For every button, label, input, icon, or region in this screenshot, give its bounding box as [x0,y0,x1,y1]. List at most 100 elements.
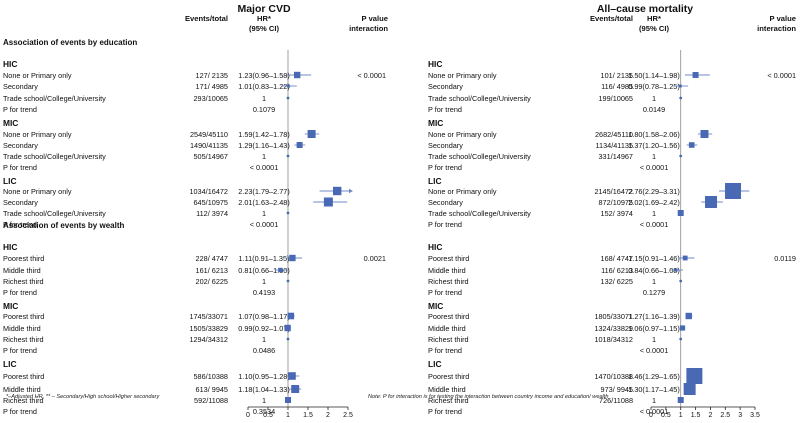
x-tick-label: 0.5 [263,412,273,419]
x-tick-label: 1.5 [303,412,313,419]
row-label: Poorest third [428,312,469,321]
events-total: 1034/16472 [189,187,228,196]
group-label: LIC [3,176,17,186]
hazard-ratio-text: 1 [652,94,656,103]
p-interaction-subheader: interaction [757,24,796,33]
p-for-trend-label: P for trend [428,288,462,297]
row-label: Trade school/College/University [428,209,531,218]
hazard-ratio-text: 1 [652,152,656,161]
group-label: MIC [3,118,18,128]
events-column-header: Events/total [185,14,228,23]
p-for-trend-label: P for trend [3,163,37,172]
p-for-trend-value: < 0.0001 [640,163,669,172]
events-total: 726/11088 [599,396,633,405]
row-label: Richest third [3,396,44,405]
hazard-ratio-text: 1.59(1.42–1.78) [238,130,290,139]
hr-column-header: HR* [647,14,661,23]
events-total: 586/10388 [194,372,229,381]
row-label: None or Primary only [428,130,497,139]
x-tick-label: 2.5 [720,412,730,419]
hazard-ratio-text: 1 [652,335,656,344]
ci-arrow [349,188,353,194]
row-label: Poorest third [3,372,44,381]
p-for-trend-label: P for trend [3,105,37,114]
hazard-ratio-marker [686,368,703,384]
hazard-ratio-text: 0.99(0.92–1.07) [238,324,290,333]
events-total: 1805/33071 [594,312,633,321]
hazard-ratio-text: 1 [652,277,656,286]
hazard-ratio-text: 1 [262,335,266,344]
hazard-ratio-marker [307,130,316,138]
hazard-ratio-marker [674,268,678,272]
hazard-ratio-marker [291,385,300,393]
hazard-ratio-text: 0.81(0.66–1.00) [238,266,290,275]
hazard-ratio-text: 1.10(0.95–1.28) [238,372,290,381]
hazard-ratio-marker [692,72,699,78]
p-for-trend-label: P for trend [428,346,462,355]
p-for-trend-value: 0.0149 [643,105,665,114]
reference-marker [286,337,290,341]
hazard-ratio-marker [700,130,709,138]
hazard-ratio-marker [323,197,333,207]
row-label: Secondary [428,141,463,150]
events-total: 1490/41135 [190,141,228,150]
hazard-ratio-marker [289,254,296,262]
row-label: Richest third [428,396,469,405]
hazard-ratio-marker [284,324,291,332]
group-label: HIC [428,59,442,69]
hazard-ratio-text: 1 [262,94,266,103]
row-label: Middle third [428,324,466,333]
row-label: Trade school/College/University [3,94,106,103]
row-label: Poorest third [428,254,469,263]
p-for-trend-label: P for trend [428,105,462,114]
panel-title: All–cause mortality [597,3,693,15]
x-tick-label: 0 [246,412,250,419]
x-tick-label: 1 [286,412,290,419]
hazard-ratio-marker [278,267,283,273]
events-total: 1294/34312 [189,335,228,344]
reference-marker [286,279,290,283]
p-for-trend-label: P for trend [3,407,37,416]
hazard-ratio-marker [333,186,342,196]
reference-marker [677,210,684,216]
group-label: LIC [428,176,442,186]
hazard-ratio-text: 1.50(1.14–1.98) [628,71,680,80]
p-for-trend-value: 0.1079 [253,105,275,114]
x-tick-label: 1 [679,412,683,419]
row-label: Richest third [428,277,469,286]
p-interaction-value: 0.0021 [364,254,386,263]
hr-column-header: HR* [257,14,271,23]
row-label: None or Primary only [3,187,72,196]
hazard-ratio-text: 1.30(1.17–1.45) [628,385,680,394]
events-total: 101/ 2135 [601,71,633,80]
row-label: Poorest third [3,254,44,263]
x-tick-label: 2.5 [343,412,353,419]
p-interaction-value: < 0.0001 [357,71,386,80]
row-label: Poorest third [3,312,44,321]
hazard-ratio-text: 1.29(1.16–1.43) [238,141,290,150]
p-for-trend-value: < 0.0001 [640,220,669,229]
hazard-ratio-text: 1 [652,396,656,405]
hazard-ratio-marker [286,84,290,88]
section-label-education: Association of events by education [3,38,137,47]
group-label: LIC [3,359,17,369]
row-label: Secondary [428,82,463,91]
hazard-ratio-marker [679,84,682,88]
hazard-ratio-text: 1 [262,152,266,161]
events-total: 973/ 9945 [601,385,633,394]
x-tick-label: 2 [708,412,712,419]
hazard-ratio-marker [288,372,296,380]
reference-marker [286,211,290,215]
hazard-ratio-text: 0.84(0.66–1.08) [628,266,680,275]
row-label: Middle third [3,385,41,394]
p-for-trend-value: < 0.0001 [250,163,279,172]
events-total: 116/ 6213 [601,266,633,275]
hazard-ratio-text: 1.11(0.91–1.35) [239,254,290,263]
events-total: 1505/33829 [189,324,228,333]
row-label: Middle third [428,266,466,275]
events-total: 592/11088 [194,396,228,405]
row-label: Trade school/College/University [3,209,106,218]
row-label: None or Primary only [3,71,72,80]
events-total: 645/10975 [194,198,229,207]
p-for-trend-value: 0.4193 [253,288,275,297]
